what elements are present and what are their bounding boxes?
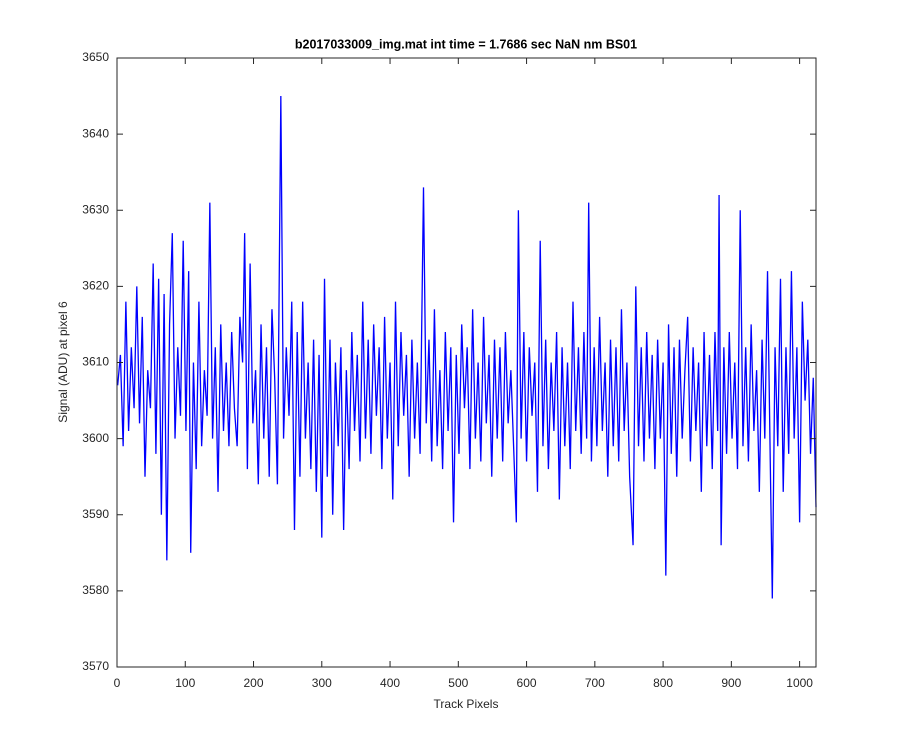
chart-title: b2017033009_img.mat int time = 1.7686 se… — [295, 37, 637, 51]
x-tick-label: 200 — [244, 676, 264, 690]
y-tick-label: 3650 — [82, 50, 109, 64]
x-tick-label: 500 — [448, 676, 468, 690]
x-tick-label: 0 — [114, 676, 121, 690]
x-tick-label: 100 — [175, 676, 195, 690]
y-tick-label: 3580 — [82, 583, 109, 597]
x-tick-label: 600 — [517, 676, 537, 690]
y-tick-label: 3600 — [82, 431, 109, 445]
data-line — [117, 96, 817, 599]
x-tick-label: 900 — [721, 676, 741, 690]
x-tick-label: 700 — [585, 676, 605, 690]
y-axis-label: Signal (ADU) at pixel 6 — [56, 301, 70, 423]
x-tick-label: 400 — [380, 676, 400, 690]
y-tick-label: 3640 — [82, 126, 109, 140]
y-tick-label: 3570 — [82, 659, 109, 673]
y-tick-label: 3610 — [82, 355, 109, 369]
x-tick-label: 800 — [653, 676, 673, 690]
x-axis-label: Track Pixels — [434, 697, 499, 711]
y-tick-label: 3620 — [82, 279, 109, 293]
y-tick-label: 3630 — [82, 202, 109, 216]
x-tick-label: 1000 — [786, 676, 813, 690]
x-tick-label: 300 — [312, 676, 332, 690]
y-tick-label: 3590 — [82, 507, 109, 521]
